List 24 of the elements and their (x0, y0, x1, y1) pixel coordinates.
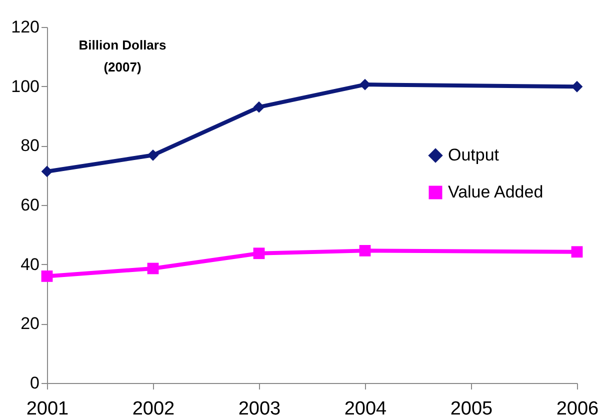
y-axis-title: Billion Dollars (2007) (78, 38, 166, 74)
y-tick-label: 120 (11, 18, 40, 36)
x-tick-label: 2005 (450, 398, 493, 420)
x-tick-label: 2003 (238, 398, 281, 420)
x-tick-label: 2006 (556, 398, 599, 420)
point (359, 244, 371, 256)
point (253, 248, 265, 260)
y-tick-label: 80 (20, 136, 40, 156)
point (41, 166, 53, 178)
x-tick-label: 2001 (26, 398, 69, 420)
legend-label: Output (448, 146, 500, 164)
x-tick-label: 2002 (132, 398, 175, 420)
y-tick-label: 40 (20, 254, 40, 274)
y-tick-label: 20 (20, 314, 40, 334)
point (571, 246, 583, 258)
y-tick-label: 100 (11, 76, 40, 96)
point (147, 262, 159, 274)
point (41, 270, 53, 282)
y-tick-label: 60 (20, 196, 40, 214)
x-tick-label: 2004 (344, 398, 388, 420)
point (147, 149, 159, 161)
point (253, 101, 265, 113)
y-tick-label: 0 (30, 374, 40, 392)
legend-label: Value Added (448, 182, 544, 202)
